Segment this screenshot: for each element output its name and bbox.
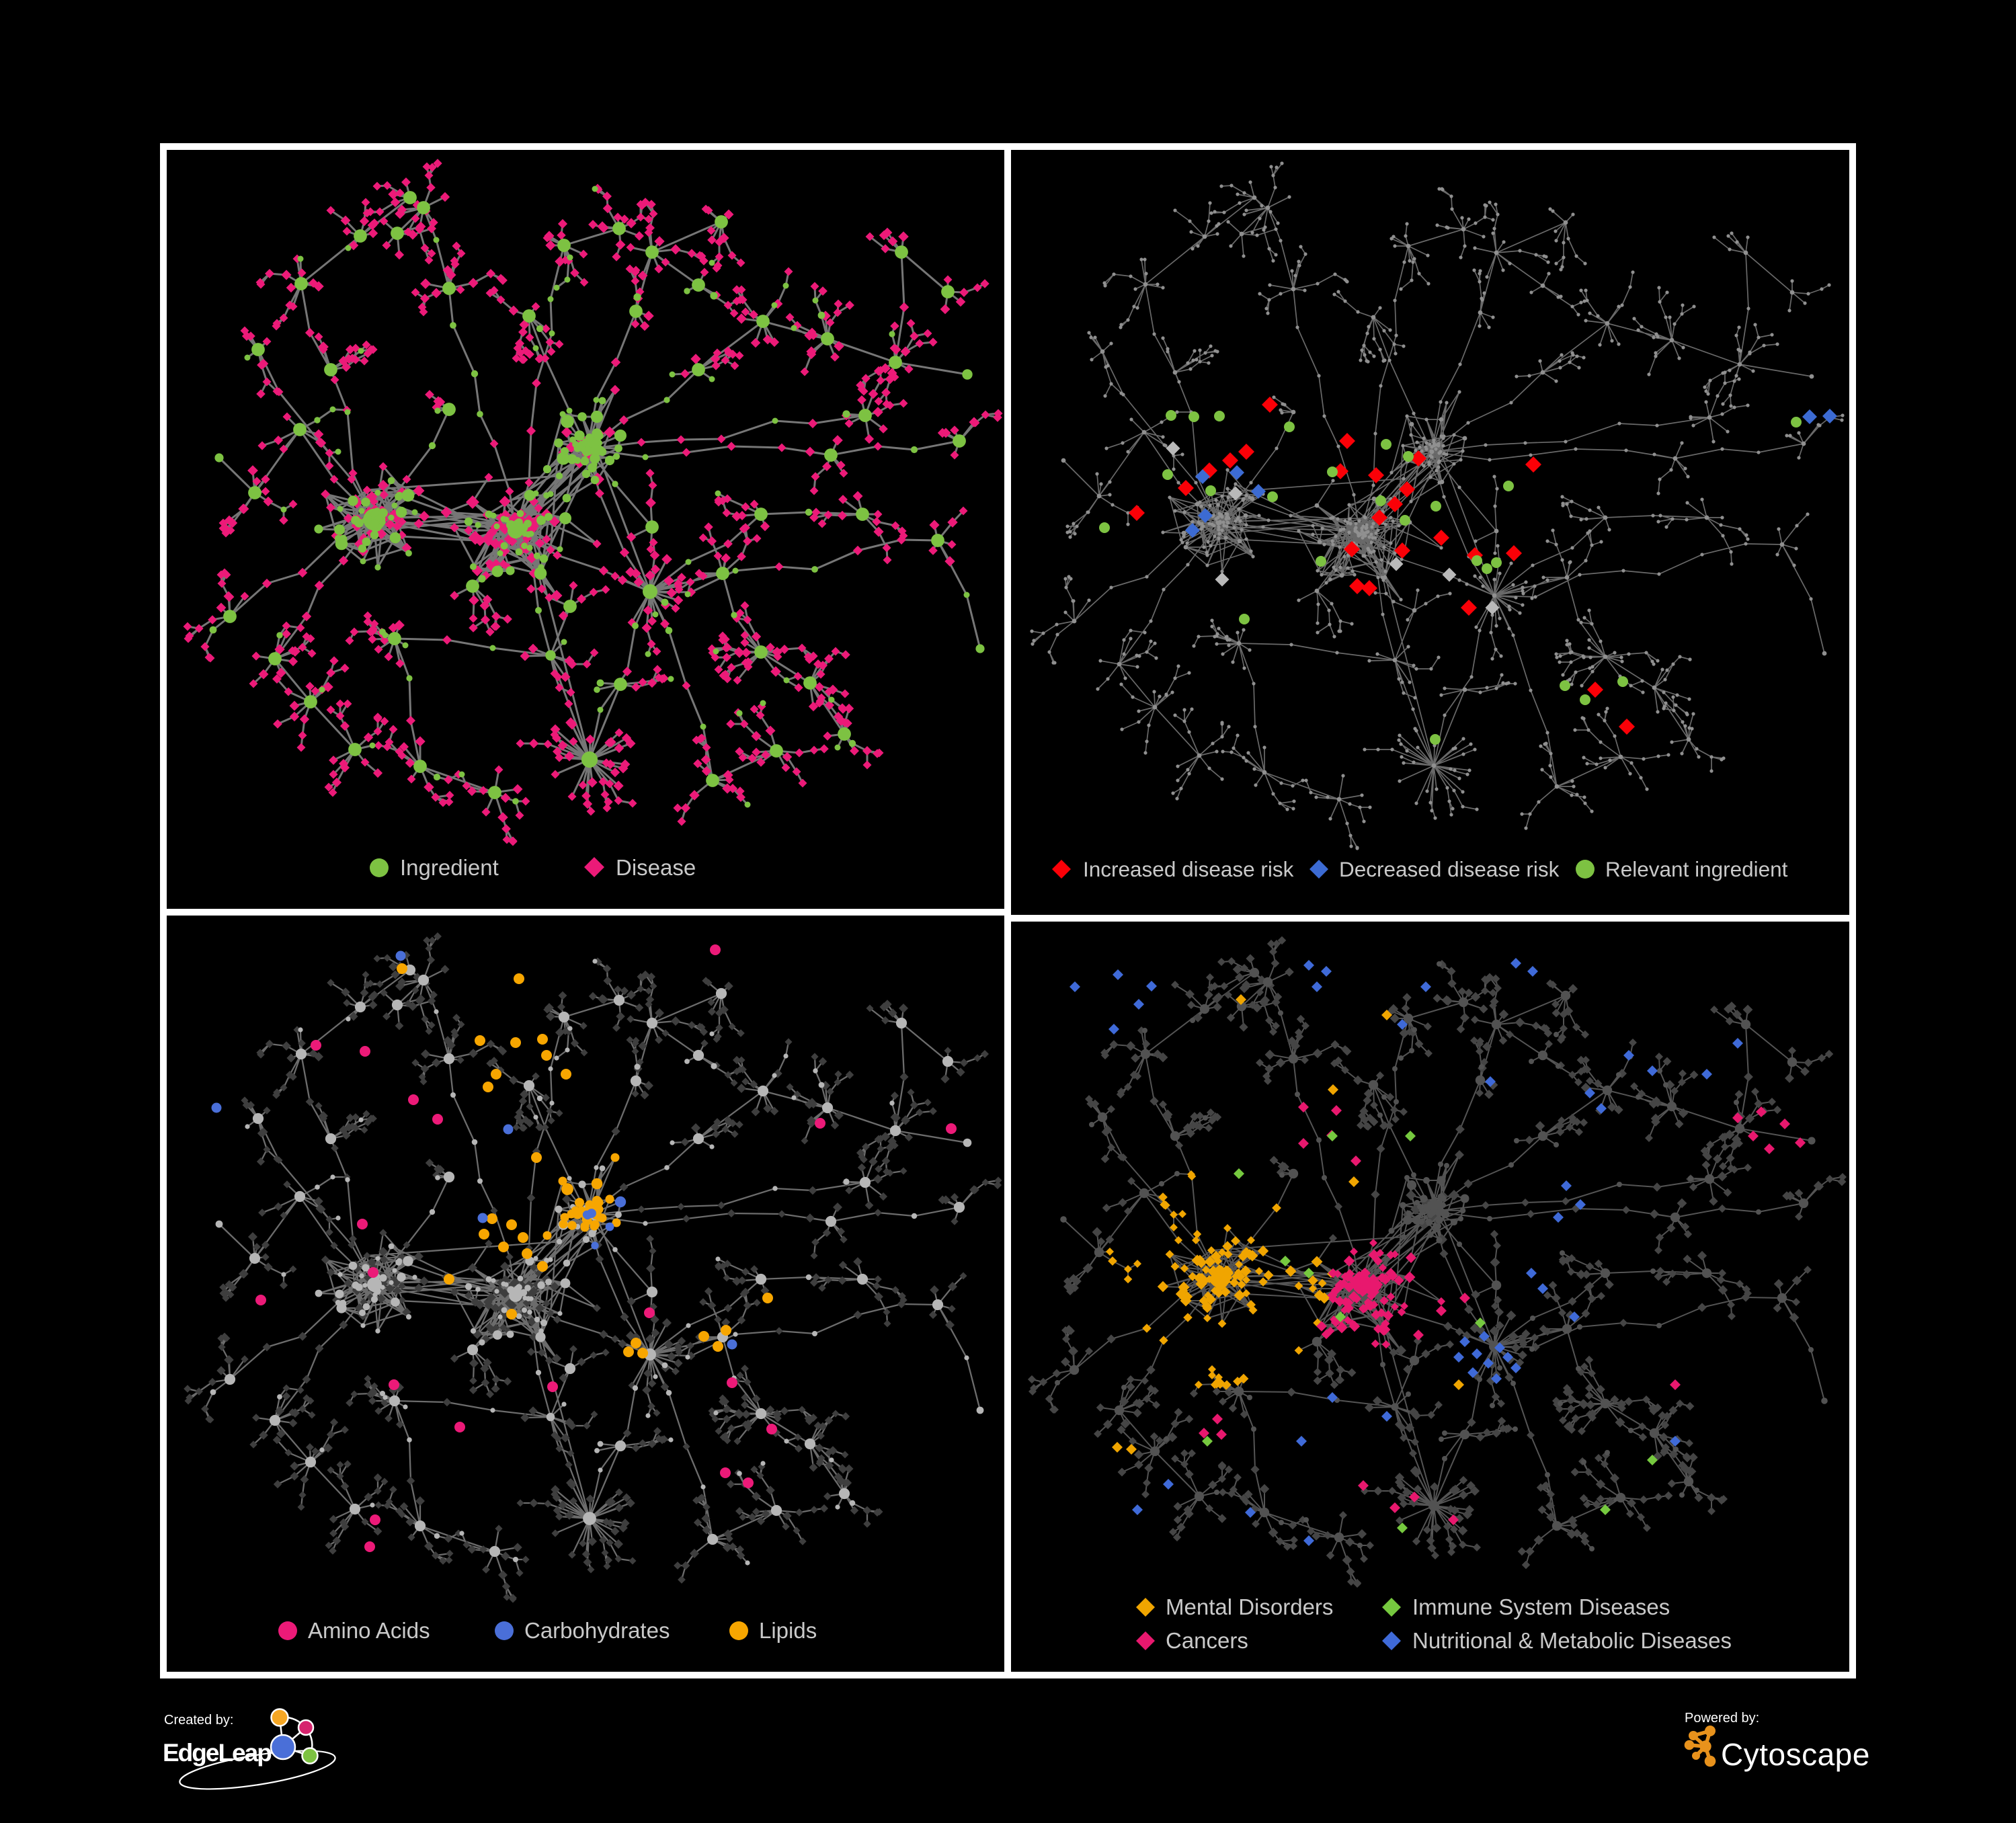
svg-text:Increased disease risk: Increased disease risk bbox=[1083, 857, 1294, 881]
svg-text:Disease: Disease bbox=[616, 855, 696, 880]
svg-text:Ingredient: Ingredient bbox=[400, 855, 499, 880]
svg-text:Immune System Diseases: Immune System Diseases bbox=[1412, 1594, 1670, 1619]
svg-text:Powered by:: Powered by: bbox=[1685, 1711, 1759, 1726]
svg-text:Amino Acids: Amino Acids bbox=[308, 1618, 430, 1643]
svg-text:Carbohydrates: Carbohydrates bbox=[524, 1618, 670, 1643]
svg-text:Decreased disease risk: Decreased disease risk bbox=[1339, 857, 1560, 881]
svg-text:EdgeLeap: EdgeLeap bbox=[163, 1739, 272, 1767]
svg-text:Created by:: Created by: bbox=[164, 1713, 233, 1728]
svg-text:Cytoscape: Cytoscape bbox=[1721, 1737, 1870, 1772]
svg-text:Lipids: Lipids bbox=[759, 1618, 817, 1643]
svg-text:Mental Disorders: Mental Disorders bbox=[1166, 1594, 1333, 1619]
svg-text:Cancers: Cancers bbox=[1166, 1628, 1248, 1653]
svg-text:Nutritional & Metabolic Diseas: Nutritional & Metabolic Diseases bbox=[1412, 1628, 1732, 1653]
svg-text:Relevant ingredient: Relevant ingredient bbox=[1605, 857, 1788, 881]
